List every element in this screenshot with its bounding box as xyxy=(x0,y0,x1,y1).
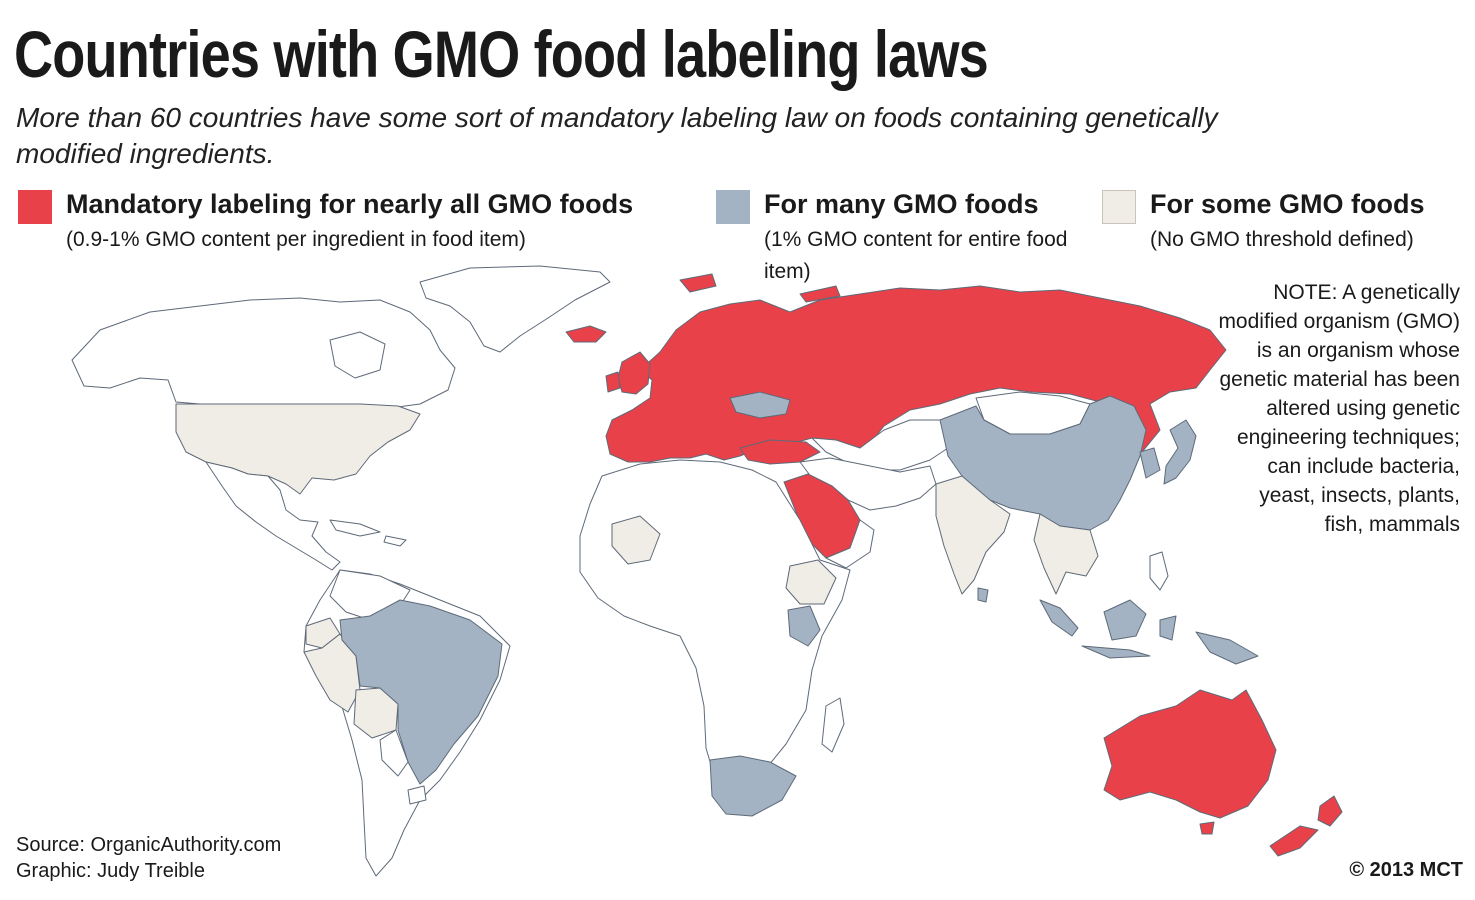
legend-desc-many: (1% GMO content for entire food item) xyxy=(764,228,1068,283)
credits: Source: OrganicAuthority.com Graphic: Ju… xyxy=(16,832,281,884)
legend-swatch-some xyxy=(1102,190,1136,224)
indonesia-sulawesi xyxy=(1159,615,1177,641)
south-africa xyxy=(709,755,797,817)
indonesia-java xyxy=(1081,645,1151,659)
uk-ireland xyxy=(617,351,651,395)
mexico-central-america xyxy=(205,461,341,571)
map-title: Countries with GMO food labeling laws xyxy=(14,17,989,91)
arctic-islands-east xyxy=(799,285,841,303)
arctic-islands xyxy=(679,273,717,293)
caribbean-islands xyxy=(329,519,381,537)
paraguay xyxy=(379,729,409,777)
yemen-oman xyxy=(825,519,875,569)
china xyxy=(939,395,1147,531)
ethiopia xyxy=(785,559,837,605)
graphic-credit: Graphic: Judy Treible xyxy=(16,860,205,882)
legend-desc-some: (No GMO threshold defined) xyxy=(1150,228,1414,251)
new-guinea xyxy=(1195,631,1259,665)
tasmania xyxy=(1199,821,1215,835)
legend-swatch-many xyxy=(716,190,750,224)
source-credit: Source: OrganicAuthority.com xyxy=(16,834,282,856)
india xyxy=(935,475,1011,595)
caribbean-islands-east xyxy=(383,535,407,547)
map-subtitle: More than 60 countries have some sort of… xyxy=(16,102,1218,169)
madagascar xyxy=(821,697,845,753)
turkey xyxy=(739,439,821,465)
kenya xyxy=(787,605,821,647)
new-zealand-north xyxy=(1317,795,1343,827)
legend-label-many: For many GMO foods xyxy=(764,189,1039,219)
usa xyxy=(175,403,421,495)
legend-label-nearly-all: Mandatory labeling for nearly all GMO fo… xyxy=(66,189,634,219)
legend-swatch-nearly-all xyxy=(18,190,52,224)
indonesia-borneo xyxy=(1103,599,1147,641)
sri-lanka xyxy=(977,587,989,603)
korea xyxy=(1139,447,1161,479)
southeast-asia xyxy=(1033,513,1099,595)
mali xyxy=(611,515,661,565)
world-map xyxy=(71,265,1343,877)
canada-alaska xyxy=(71,297,456,409)
greenland xyxy=(419,265,611,353)
ireland xyxy=(605,371,621,393)
brazil xyxy=(339,599,503,785)
gmo-definition-note: NOTE: A genetically modified organism (G… xyxy=(1218,281,1460,536)
new-zealand-south xyxy=(1269,825,1319,857)
japan xyxy=(1163,419,1197,485)
legend-label-some: For some GMO foods xyxy=(1150,189,1425,219)
australia xyxy=(1103,689,1277,819)
iceland xyxy=(565,325,607,343)
indonesia-sumatra xyxy=(1039,599,1079,637)
uruguay xyxy=(407,785,427,805)
philippines xyxy=(1149,551,1169,591)
copyright: © 2013 MCT xyxy=(1349,859,1463,881)
legend-desc-nearly-all: (0.9-1% GMO content per ingredient in fo… xyxy=(66,228,526,251)
hudson-bay xyxy=(329,331,386,379)
ukraine xyxy=(729,391,791,419)
